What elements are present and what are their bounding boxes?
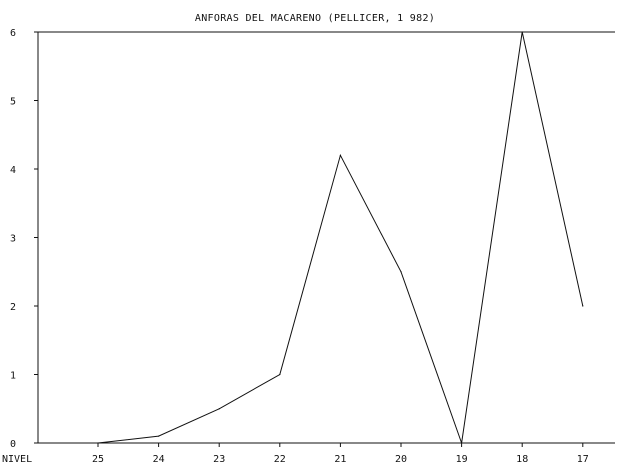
x-tick-label: 22	[274, 454, 286, 465]
x-tick-label: 17	[577, 454, 589, 465]
x-axis-label: NIVEL	[2, 454, 32, 465]
x-tick-label: 21	[334, 454, 346, 465]
data-point	[521, 31, 523, 33]
data-point	[461, 442, 463, 444]
y-axis-ticks: 0 1 2 3 4 5 6	[10, 28, 38, 450]
x-tick-label: 24	[153, 454, 165, 465]
y-tick-label: 1	[10, 371, 16, 382]
x-tick-label: 18	[516, 454, 528, 465]
y-tick-label: 6	[10, 28, 16, 39]
x-tick-label: 19	[456, 454, 468, 465]
x-axis-ticks: 25 24 23 22 21 20 19 18 17	[92, 443, 589, 465]
y-tick-label: 2	[10, 302, 16, 313]
series-group	[97, 31, 584, 444]
data-point	[400, 271, 402, 273]
chart-title: ANFORAS DEL MACARENO (PELLICER, 1 982)	[195, 13, 435, 24]
x-tick-label: 23	[213, 454, 225, 465]
data-point	[279, 373, 281, 376]
data-point	[339, 154, 341, 156]
x-tick-label: 25	[92, 454, 104, 465]
data-point	[218, 408, 220, 410]
y-tick-label: 5	[10, 97, 16, 108]
y-tick-label: 0	[10, 439, 16, 450]
y-tick-label: 4	[10, 165, 16, 176]
data-point	[158, 435, 160, 437]
x-tick-label: 20	[395, 454, 407, 465]
data-point	[582, 305, 584, 307]
y-tick-label: 3	[10, 234, 16, 245]
data-point	[97, 442, 99, 444]
